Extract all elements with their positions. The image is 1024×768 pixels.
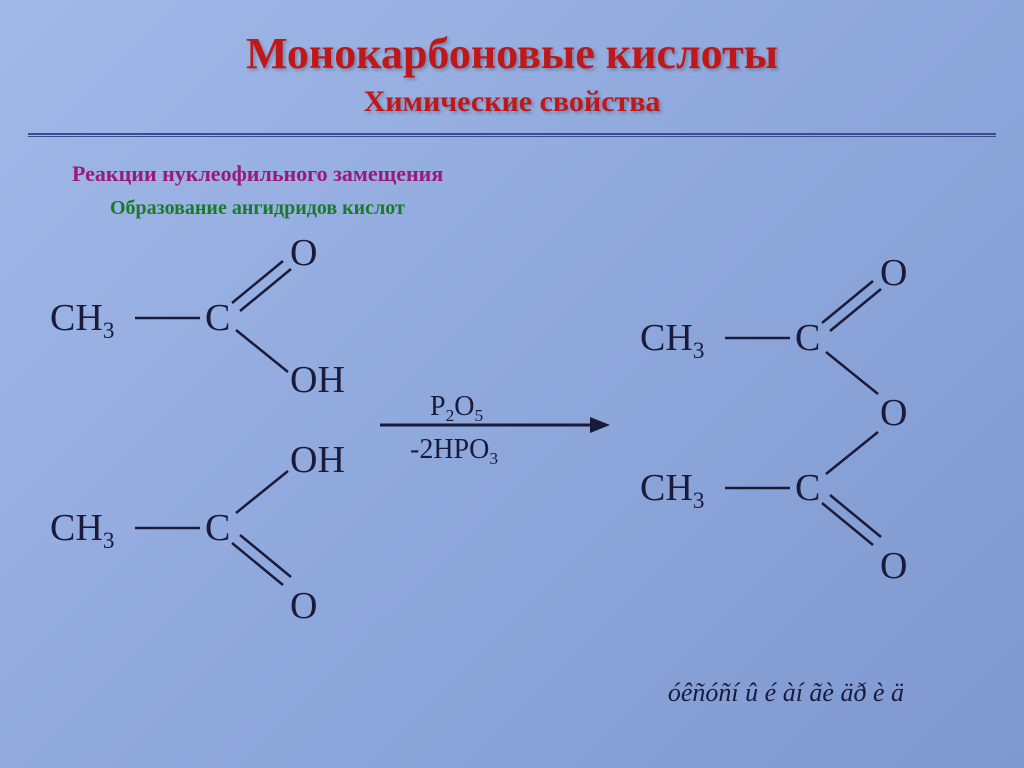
product-c-top: C xyxy=(795,317,820,359)
reactant1-ch3: CH3 xyxy=(50,297,115,344)
product-o-bot: O xyxy=(880,545,907,587)
product-o-top: O xyxy=(880,252,907,294)
product-c-bot: C xyxy=(795,467,820,509)
reagent-bottom: -2HPO3 xyxy=(410,434,498,468)
reactant-2: CH3 C OH O xyxy=(50,439,345,627)
section-heading-2: Образование ангидридов кислот xyxy=(110,197,1024,220)
section-heading-1: Реакции нуклеофильного замещения xyxy=(72,161,1024,187)
reactant1-c: C xyxy=(205,297,230,339)
product-ch3-bot: CH3 xyxy=(640,467,705,514)
reactant1-o-double: O xyxy=(290,232,317,274)
product-label: óêñóñí û é àí ãè äð è ä xyxy=(668,678,904,708)
reaction-svg: CH3 C O OH CH3 C OH O xyxy=(0,220,1024,650)
bond xyxy=(236,471,288,513)
subtitle: Химические свойства xyxy=(0,85,1024,119)
product: CH3 C O O CH3 C O xyxy=(640,252,907,587)
reaction-diagram: CH3 C O OH CH3 C OH O xyxy=(0,220,1024,650)
reactant2-oh: OH xyxy=(290,439,345,481)
bond xyxy=(236,330,288,372)
reactant1-oh: OH xyxy=(290,359,345,401)
bond xyxy=(826,432,878,474)
reactant2-o-double: O xyxy=(290,585,317,627)
main-title: Монокарбоновые кислоты xyxy=(0,28,1024,79)
bond xyxy=(826,352,878,394)
reactant2-c: C xyxy=(205,507,230,549)
reactant-1: CH3 C O OH xyxy=(50,232,345,401)
title-divider xyxy=(28,133,996,137)
product-o-bridge: O xyxy=(880,392,907,434)
reagent-top: P2O5 xyxy=(430,391,483,425)
product-ch3-top: CH3 xyxy=(640,317,705,364)
reaction-arrow: P2O5 -2HPO3 xyxy=(380,391,610,468)
reactant2-ch3: CH3 xyxy=(50,507,115,554)
